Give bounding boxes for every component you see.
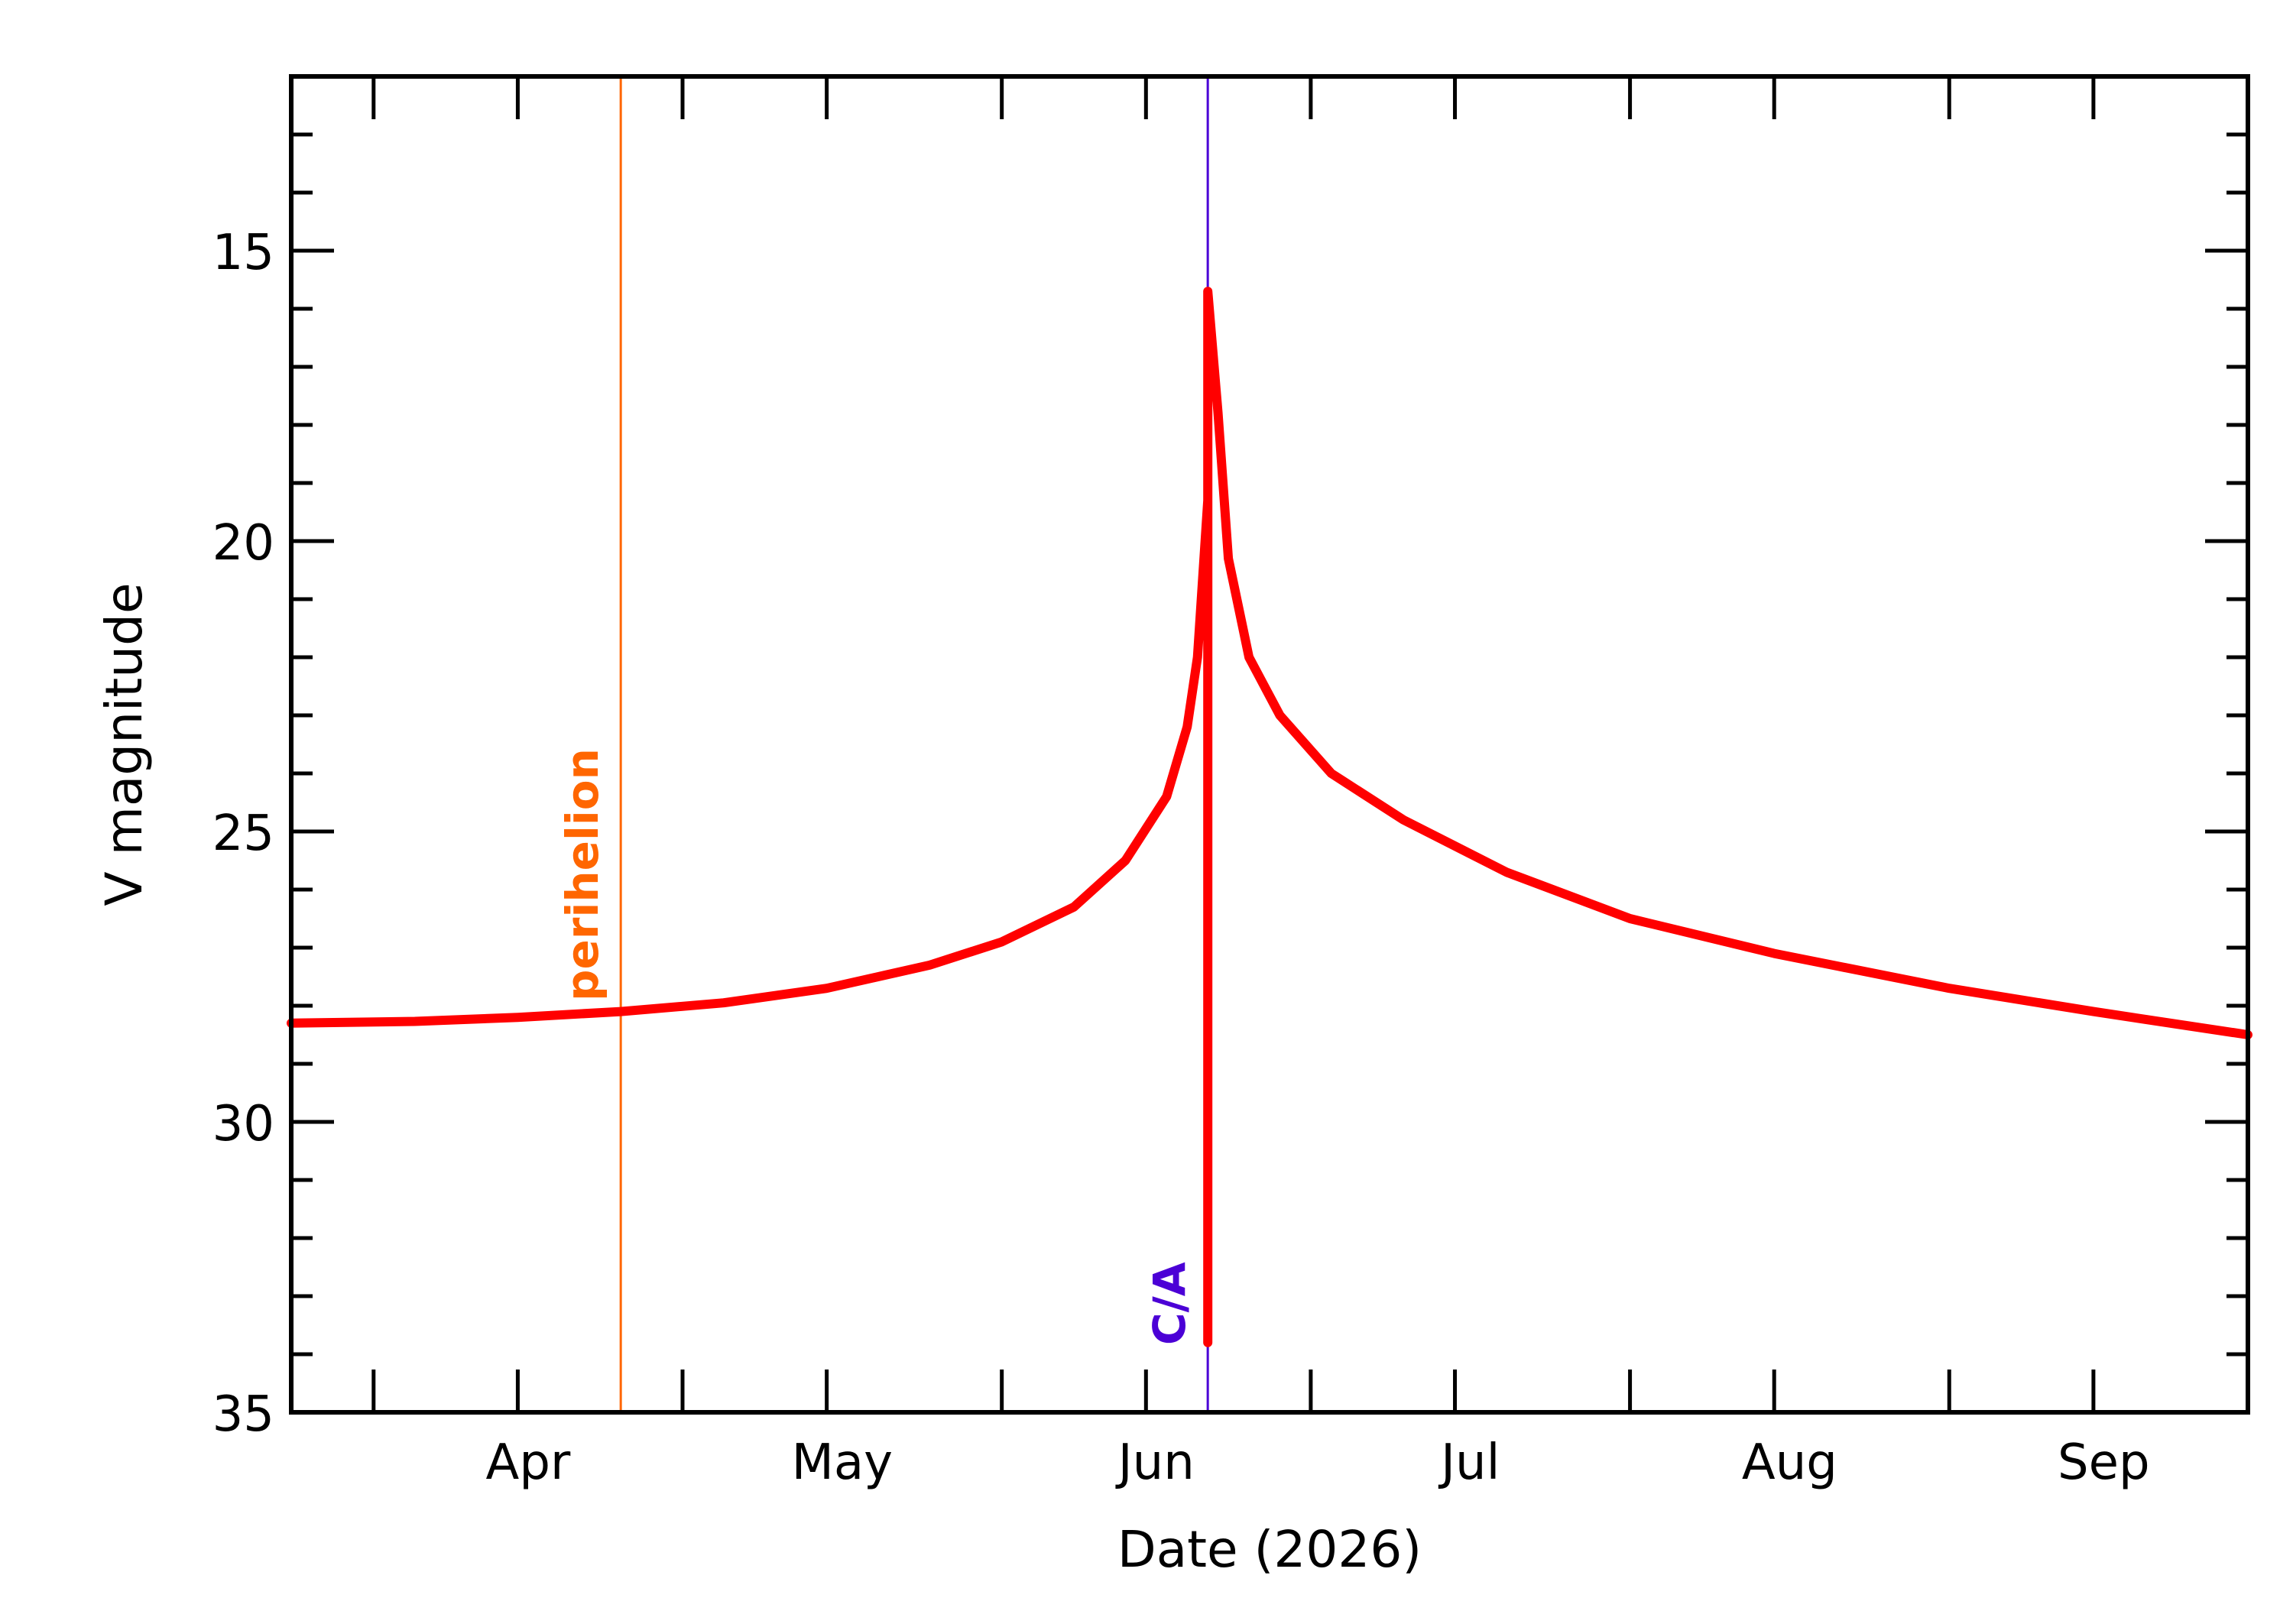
y-tick-label: 25 <box>212 806 274 862</box>
y-axis-title: V magnitude <box>95 582 154 906</box>
annotation-label: C/A <box>1143 1262 1195 1345</box>
annotations: perihelion C/A <box>556 76 1209 1412</box>
x-tick-label: Jun <box>1115 1434 1195 1491</box>
x-tick-label: Aug <box>1742 1434 1837 1491</box>
annotation-label: perihelion <box>556 748 608 1001</box>
y-tick-label: 35 <box>212 1386 274 1443</box>
y-tick-label: 20 <box>212 515 274 572</box>
series-layer <box>287 287 2252 1347</box>
plot-frame <box>289 74 2250 1415</box>
tick-labels: 15 20 25 30 35 Apr May Jun Jul Aug Sep <box>212 225 2150 1491</box>
axis-ticks <box>291 74 2248 1415</box>
x-tick-label: May <box>792 1434 893 1491</box>
y-tick-label: 15 <box>212 225 274 281</box>
x-tick-label: Apr <box>486 1434 571 1491</box>
magnitude-series-line <box>287 287 2252 1347</box>
x-tick-label: Sep <box>2058 1434 2150 1491</box>
y-tick-label: 30 <box>212 1096 274 1152</box>
x-axis-title: Date (2026) <box>1117 1520 1422 1579</box>
x-tick-label: Jul <box>1438 1434 1500 1491</box>
